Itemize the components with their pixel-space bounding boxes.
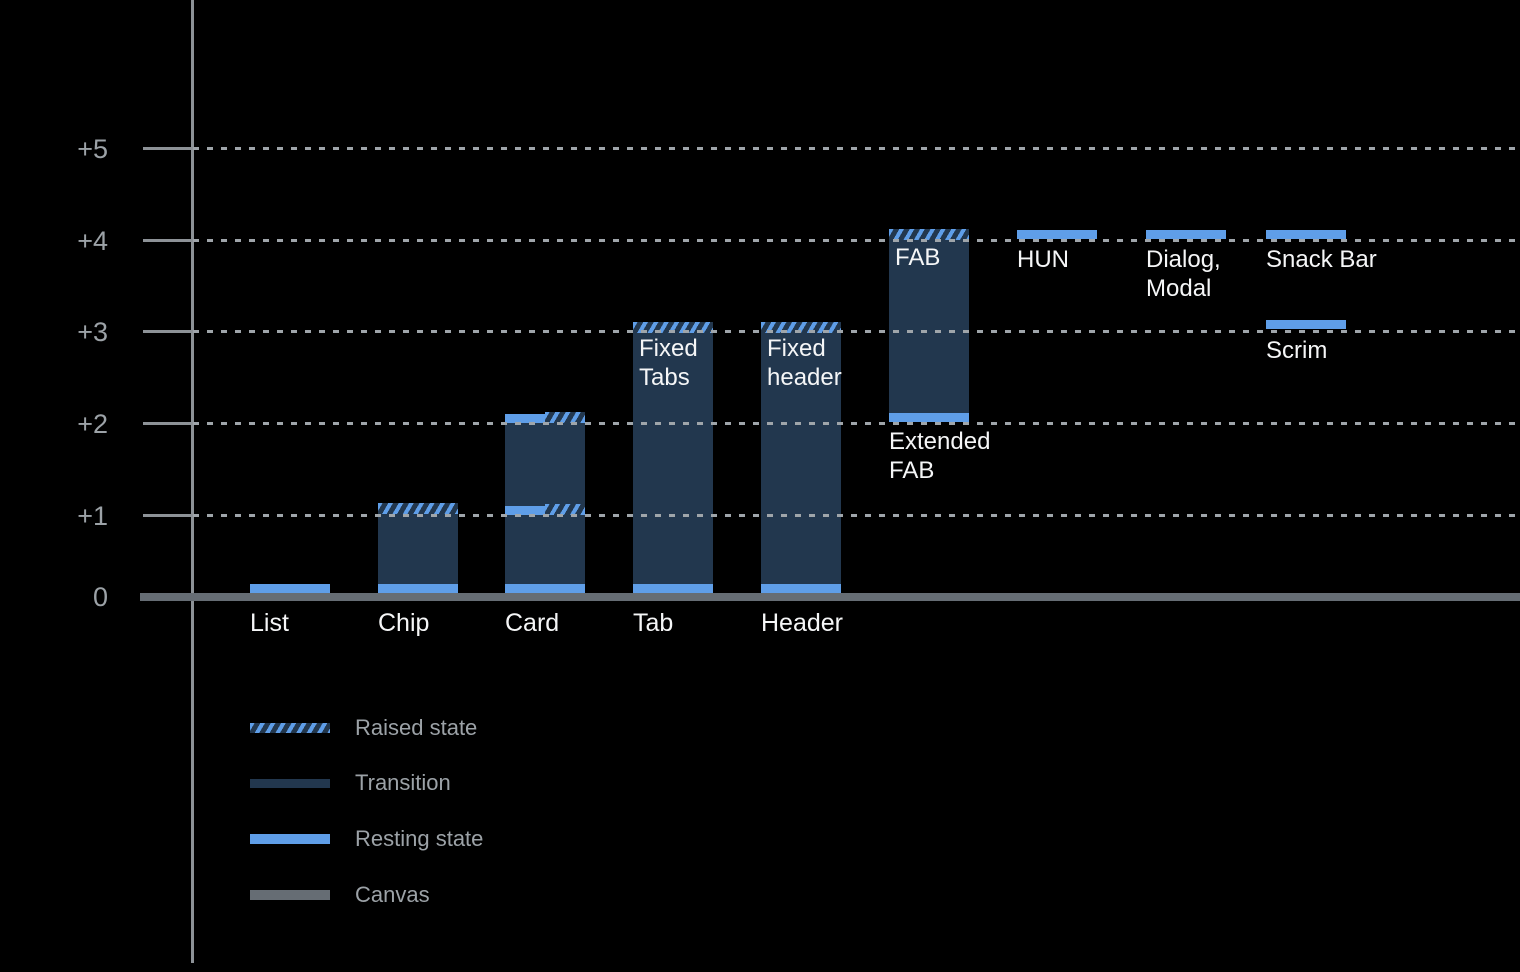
tab-transition-segment [633, 333, 713, 593]
snackbar-resting-segment [1266, 230, 1346, 239]
snackbar-label: Snack Bar [1266, 245, 1377, 274]
y-tick-mark [143, 330, 193, 333]
dialog-modal-label-line2: Modal [1146, 275, 1212, 302]
chip-transition-segment [378, 514, 458, 593]
extended-fab-label-line1: Extended [889, 428, 991, 455]
y-axis-line [191, 0, 194, 963]
legend-label: Raised state [355, 715, 478, 740]
legend-label: Canvas [355, 882, 430, 907]
snackbar-label-line1: Snack Bar [1266, 246, 1377, 273]
dialog-modal-label-line1: Dialog, [1146, 246, 1221, 273]
extended-fab-label-line2: FAB [889, 457, 935, 484]
card-raised-segment-mid [545, 504, 585, 515]
y-tick-label: +2 [77, 409, 108, 439]
hun-label: HUN [1017, 245, 1069, 274]
gridline-plus2 [193, 422, 1520, 425]
legend-row-raised: Raised state [250, 713, 477, 743]
tab-raised-segment [633, 322, 713, 333]
card-resting-segment-top [505, 414, 545, 423]
bar-extended-fab: FAB Extended FAB [889, 0, 990, 972]
header-inner-label-line2: header [767, 364, 842, 391]
y-tick-label: +5 [77, 134, 108, 164]
bar-list: List [250, 0, 330, 972]
chip-raised-segment [378, 503, 458, 514]
legend-label: Transition [355, 770, 451, 795]
canvas-baseline [140, 593, 1520, 601]
y-tick-mark [143, 147, 193, 150]
fab-inner-label-line1: FAB [895, 244, 941, 271]
scrim-resting-segment [1266, 320, 1346, 329]
header-transition-segment [761, 333, 841, 593]
bar-chip: Chip [378, 0, 458, 972]
header-inner-label: Fixed header [767, 334, 842, 392]
header-inner-label-line1: Fixed [767, 335, 826, 362]
gridline-plus1 [193, 514, 1520, 517]
gridline-plus4 [193, 239, 1520, 242]
extended-fab-label: Extended FAB [889, 427, 990, 485]
scrim-label-line1: Scrim [1266, 337, 1328, 364]
bar-header: Fixed header Header [761, 0, 843, 972]
gridline-plus3 [193, 330, 1520, 333]
y-tick-label: 0 [92, 582, 108, 612]
tab-inner-label-line1: Fixed [639, 335, 698, 362]
legend-label: Resting state [355, 826, 484, 851]
dialog-resting-segment [1146, 230, 1226, 239]
y-tick-label: +1 [77, 501, 108, 531]
legend-row-resting: Resting state [250, 824, 483, 854]
bar-snackbar-scrim: Snack Bar Scrim [1266, 0, 1377, 972]
raised-state-swatch [250, 723, 330, 733]
card-resting-segment-base [505, 584, 585, 593]
header-raised-segment [761, 322, 841, 333]
bar-hun: HUN [1017, 0, 1097, 972]
y-tick-mark [143, 514, 193, 517]
legend-row-canvas: Canvas [250, 880, 430, 910]
y-tick-mark [143, 239, 193, 242]
hun-label-line1: HUN [1017, 246, 1069, 273]
y-tick-mark [143, 422, 193, 425]
resting-state-swatch [250, 834, 330, 844]
bar-label: List [250, 609, 289, 637]
list-resting-segment [250, 584, 330, 593]
bar-label: Chip [378, 609, 430, 637]
header-resting-segment [761, 584, 841, 593]
scrim-label: Scrim [1266, 336, 1327, 365]
bar-dialog-modal: Dialog, Modal [1146, 0, 1226, 972]
dialog-modal-label: Dialog, Modal [1146, 245, 1221, 303]
y-tick-label: +3 [77, 317, 108, 347]
card-resting-segment-mid [505, 506, 545, 515]
bar-label: Card [505, 609, 560, 637]
gridline-plus5 [193, 147, 1520, 150]
chip-resting-segment [378, 584, 458, 593]
tab-inner-label-line2: Tabs [639, 364, 690, 391]
bar-label: Tab [633, 609, 674, 637]
extended-fab-resting-segment [889, 413, 969, 422]
tab-resting-segment [633, 584, 713, 593]
fab-raised-segment [889, 229, 969, 240]
y-tick-label: +4 [77, 226, 108, 256]
hun-resting-segment [1017, 230, 1097, 239]
bar-label: Header [761, 609, 843, 637]
transition-swatch [250, 778, 330, 788]
legend-row-transition: Transition [250, 768, 451, 798]
tab-inner-label: Fixed Tabs [639, 334, 698, 392]
fab-inner-label: FAB [895, 243, 940, 272]
fab-transition-segment [889, 240, 969, 413]
bar-card: Card [505, 0, 585, 972]
bar-tab: Fixed Tabs Tab [633, 0, 713, 972]
card-raised-segment-top [545, 412, 585, 423]
canvas-swatch [250, 890, 330, 900]
